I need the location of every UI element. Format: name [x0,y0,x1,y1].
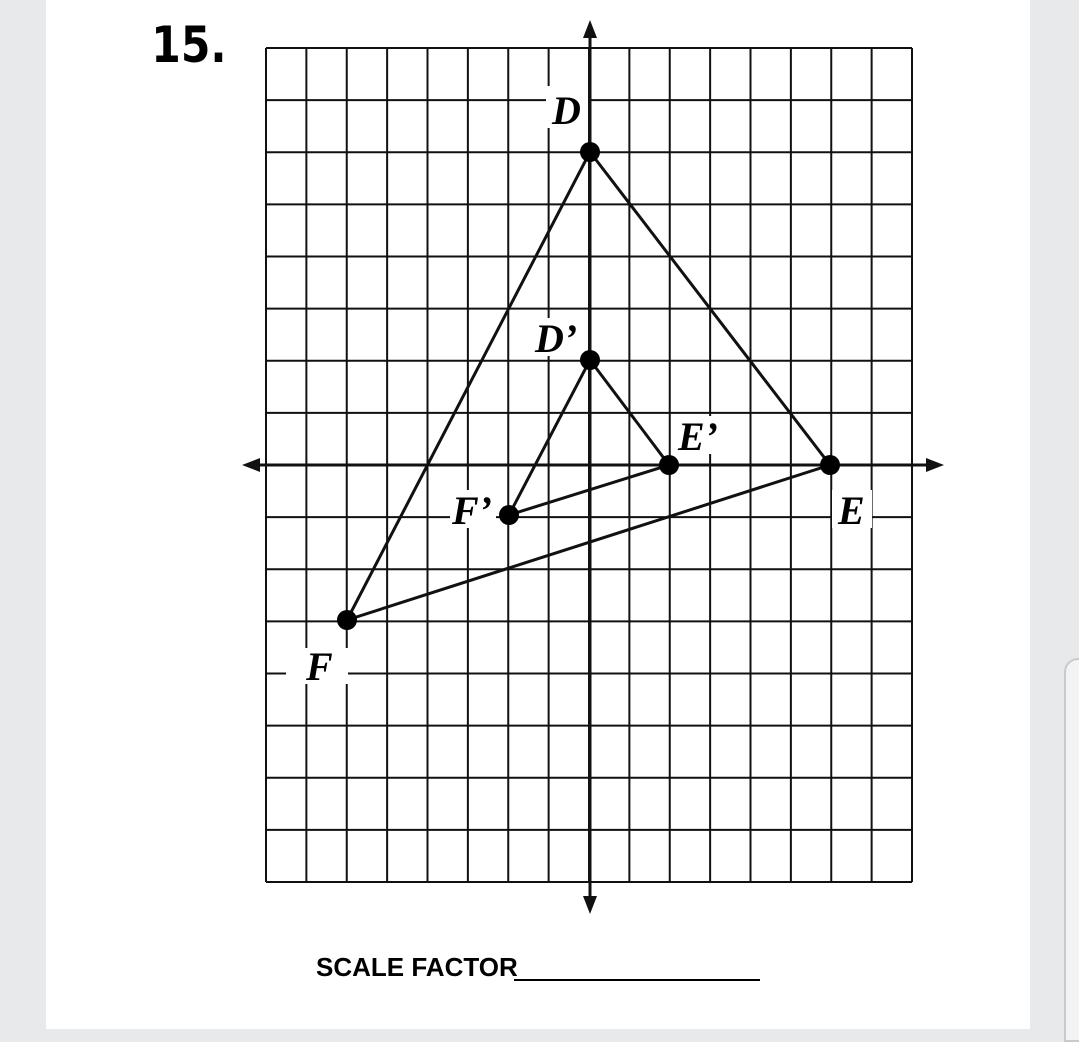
triangle-image [505,357,672,518]
vertex [337,610,357,630]
vertex [820,455,840,475]
vertex [659,455,679,475]
point-label: E’ [677,414,718,459]
point-label: E [837,488,865,533]
vertex [580,142,600,162]
problem-number: 15. [151,16,226,74]
arrow [583,896,597,914]
arrow [242,458,260,472]
answer-prompt: SCALE FACTOR [316,952,518,982]
point-label: F [305,644,333,689]
arrow [583,20,597,38]
point-label: D’ [534,316,577,361]
point-label: D [551,88,581,133]
vertex [499,505,519,525]
triangle-def [343,149,833,623]
point-label: F’ [451,488,492,533]
arrow [926,458,944,472]
vertex [580,350,600,370]
